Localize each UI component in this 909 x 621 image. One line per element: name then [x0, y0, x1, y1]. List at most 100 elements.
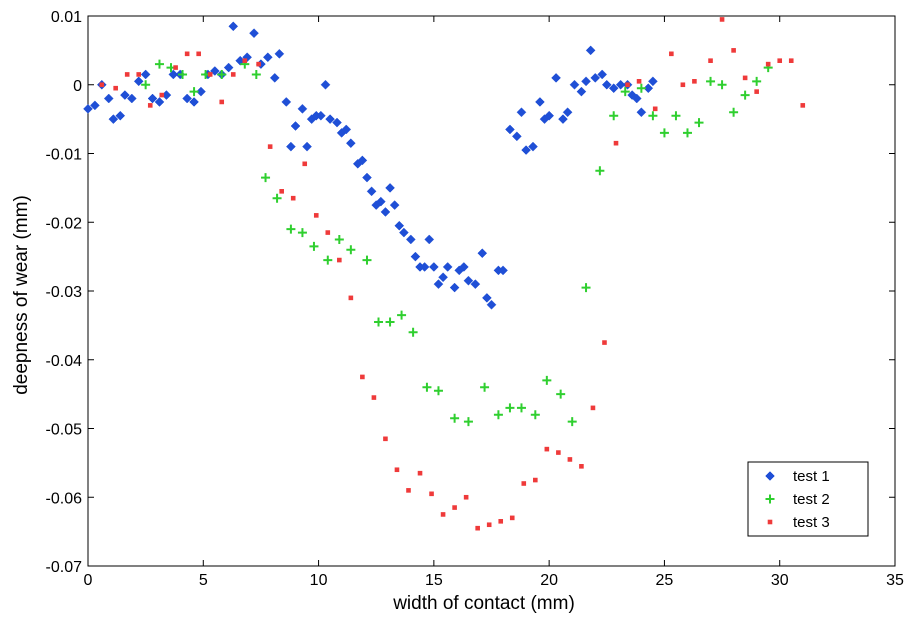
- data-point: [615, 79, 626, 90]
- data-point: [375, 196, 386, 207]
- data-point: [433, 279, 444, 289]
- data-point: [178, 69, 188, 79]
- data-point: [752, 76, 762, 86]
- data-point: [682, 128, 692, 138]
- y-tick-label: 0.01: [51, 9, 82, 26]
- series-1: [83, 21, 658, 310]
- data-point: [269, 73, 280, 83]
- data-point: [652, 106, 658, 112]
- data-point: [113, 85, 118, 91]
- data-point: [590, 405, 596, 411]
- data-point: [463, 494, 469, 500]
- data-point: [777, 58, 783, 63]
- legend-item: test 2: [765, 491, 830, 508]
- data-point: [385, 183, 395, 193]
- data-point: [742, 75, 748, 81]
- data-point: [636, 107, 647, 118]
- data-point: [189, 97, 199, 107]
- data-point: [706, 76, 716, 86]
- data-point: [463, 275, 474, 286]
- data-point: [719, 17, 725, 22]
- data-point: [272, 193, 282, 203]
- data-point: [452, 505, 457, 510]
- data-point: [141, 80, 151, 90]
- data-point: [196, 86, 206, 97]
- data-point: [493, 410, 503, 420]
- data-point: [477, 248, 488, 259]
- data-point: [394, 220, 405, 231]
- data-point: [694, 118, 704, 128]
- data-point: [669, 51, 674, 57]
- data-point: [261, 173, 271, 183]
- data-point: [394, 467, 400, 473]
- x-tick-label: 25: [656, 572, 674, 589]
- x-tick-label: 15: [425, 572, 443, 589]
- legend-label: test 1: [793, 468, 830, 485]
- data-point: [516, 403, 526, 413]
- data-point: [625, 82, 630, 88]
- data-point: [383, 436, 388, 442]
- data-point: [562, 107, 573, 118]
- data-point: [535, 97, 545, 107]
- data-point: [290, 121, 301, 131]
- legend-item: test 3: [767, 514, 830, 531]
- data-point: [498, 519, 504, 524]
- data-point: [362, 255, 372, 265]
- data-point: [631, 93, 642, 104]
- data-point: [556, 450, 561, 455]
- data-point: [590, 73, 601, 83]
- data-point: [800, 103, 806, 108]
- data-point: [209, 66, 220, 76]
- data-point: [154, 97, 165, 107]
- data-point: [516, 107, 527, 118]
- data-point: [505, 124, 515, 135]
- data-point: [636, 83, 646, 93]
- y-tick-label: 0: [73, 78, 82, 95]
- data-point: [440, 512, 446, 517]
- data-point: [558, 114, 568, 124]
- data-point: [371, 395, 377, 400]
- data-point: [256, 61, 261, 67]
- data-point: [133, 76, 144, 87]
- data-point: [648, 111, 658, 121]
- x-tick-label: 5: [199, 572, 208, 589]
- x-tick-label: 0: [84, 572, 93, 589]
- data-point: [480, 382, 490, 392]
- data-point: [533, 477, 538, 483]
- data-point: [345, 138, 356, 149]
- data-point: [262, 52, 273, 63]
- data-point: [230, 72, 236, 77]
- data-point: [385, 317, 395, 327]
- data-point: [297, 103, 308, 114]
- data-point: [279, 189, 284, 194]
- data-point: [147, 103, 153, 108]
- data-point: [219, 99, 225, 105]
- data-point: [556, 389, 566, 399]
- data-point: [608, 83, 619, 94]
- y-tick-label: -0.06: [46, 490, 83, 507]
- data-point: [530, 410, 540, 420]
- data-point: [249, 28, 259, 39]
- data-point: [108, 114, 119, 124]
- data-point: [242, 58, 248, 63]
- data-point: [429, 262, 439, 272]
- data-point: [196, 51, 201, 57]
- data-point: [334, 234, 344, 244]
- data-point: [424, 234, 435, 245]
- legend-label: test 3: [793, 514, 830, 531]
- legend: test 1 test 2 test 3: [747, 461, 869, 537]
- data-point: [99, 82, 105, 88]
- y-tick-label: -0.07: [46, 559, 83, 576]
- data-point: [731, 48, 736, 53]
- data-point: [729, 107, 739, 117]
- data-point: [173, 65, 178, 70]
- data-point: [601, 79, 612, 90]
- data-point: [740, 90, 750, 100]
- data-point: [182, 93, 192, 104]
- data-point: [419, 262, 430, 272]
- data-point: [323, 255, 333, 265]
- data-point: [609, 111, 619, 121]
- data-point: [551, 73, 561, 83]
- data-point: [325, 230, 331, 235]
